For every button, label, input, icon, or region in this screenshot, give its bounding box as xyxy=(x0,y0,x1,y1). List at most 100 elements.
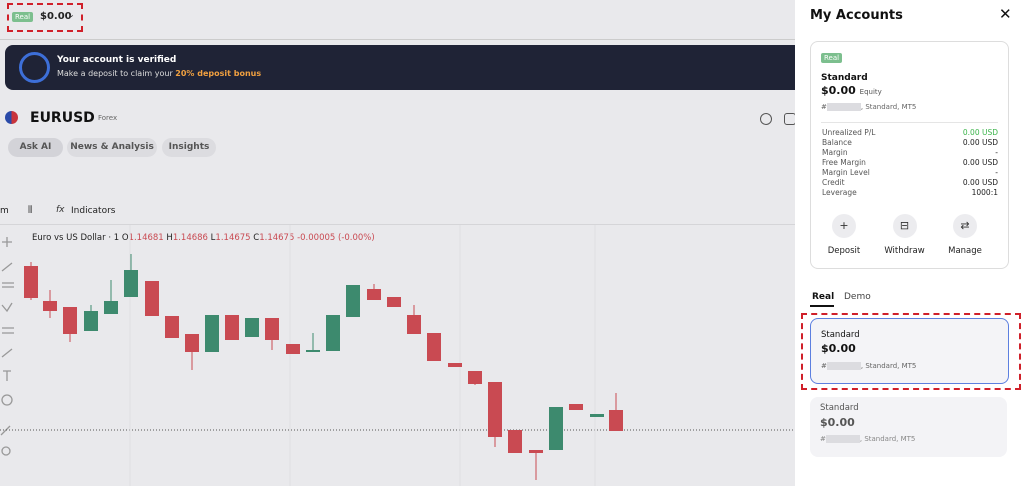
action-label[interactable]: Deposit xyxy=(827,246,861,256)
candle xyxy=(346,285,360,317)
stat-label: Credit xyxy=(822,178,845,187)
candle xyxy=(145,281,159,316)
candle xyxy=(104,301,118,314)
stat-label: Balance xyxy=(822,138,852,147)
candle xyxy=(508,430,522,453)
legend-label: O xyxy=(121,233,129,243)
highlight xyxy=(801,313,1021,390)
stat-value: 0.00 USD xyxy=(962,128,998,137)
amount-label: Equity xyxy=(859,88,882,96)
close-button[interactable]: ✕ xyxy=(999,5,1012,23)
stat-label: Leverage xyxy=(822,188,857,197)
candle xyxy=(529,450,543,453)
candle xyxy=(326,315,340,351)
stat-row: Free Margin 0.00 USD xyxy=(822,158,998,168)
bonus-link[interactable]: 20% deposit bonus xyxy=(175,69,262,78)
stat-row: Credit 0.00 USD xyxy=(822,178,998,188)
tab[interactable]: News & Analysis xyxy=(67,138,157,157)
id-suffix: , Standard, MT5 xyxy=(860,362,917,370)
action-label[interactable]: Manage xyxy=(948,246,982,256)
id-suffix: , Standard, MT5 xyxy=(860,103,917,111)
indicators[interactable]: Indicators xyxy=(71,206,116,216)
candle xyxy=(205,315,219,352)
candle xyxy=(265,318,279,340)
stat-row: Margin Level - xyxy=(822,168,998,178)
interval[interactable]: m xyxy=(0,206,9,216)
tab[interactable]: Insights xyxy=(162,138,216,157)
chart-canvas xyxy=(0,225,795,486)
account-badge[interactable]: Real xyxy=(12,12,34,22)
candle xyxy=(124,270,138,297)
candle xyxy=(84,311,98,331)
market: Forex xyxy=(98,114,118,122)
trading-area: Real $0.00 ⌄ Your account is verified Ma… xyxy=(0,3,795,486)
candle xyxy=(43,301,57,311)
candle xyxy=(165,316,179,338)
account-id: # , Standard, MT5 xyxy=(821,103,916,111)
accounts-panel: My Accounts ✕ Real Standard $0.00 Equity… xyxy=(795,0,1024,486)
candle xyxy=(407,315,421,334)
divider xyxy=(0,39,795,40)
id-suffix: , Standard, MT5 xyxy=(859,435,916,443)
candle xyxy=(448,363,462,367)
candle xyxy=(245,318,259,337)
fx-icon[interactable]: fx xyxy=(56,205,65,215)
legend-value: 1.14681 xyxy=(128,233,164,243)
divider xyxy=(821,122,998,123)
candle xyxy=(24,266,38,298)
highlight xyxy=(7,3,83,32)
settings-icon[interactable] xyxy=(784,113,795,125)
stat-row: Balance 0.00 USD xyxy=(822,138,998,148)
tab-underline xyxy=(810,305,834,307)
account-badge: Real xyxy=(821,53,843,63)
legend-label: L xyxy=(210,233,216,243)
action-button[interactable]: ⇄ xyxy=(953,214,977,238)
candle xyxy=(63,307,77,334)
tab-demo[interactable]: Demo xyxy=(844,292,871,302)
id-prefix: # xyxy=(820,435,826,443)
banner-text: Make a deposit to claim your 20% deposit… xyxy=(57,69,261,78)
tab-real[interactable]: Real xyxy=(812,292,835,302)
stat-value: - xyxy=(995,168,998,177)
action-label[interactable]: Withdraw xyxy=(884,246,925,256)
tab[interactable]: Ask AI xyxy=(8,138,63,157)
progress-ring xyxy=(19,52,50,83)
banner-text: Make a deposit to claim your xyxy=(57,69,173,78)
banner xyxy=(5,45,795,90)
candle xyxy=(549,407,563,450)
account-item[interactable]: Standard $0.00 # , Standard, MT5 xyxy=(810,397,1007,457)
candle xyxy=(387,297,401,307)
legend-label: C xyxy=(253,233,260,243)
account-amount: $0.00 xyxy=(821,342,856,355)
stat-value: 0.00 USD xyxy=(962,138,998,147)
chart-type-icon[interactable]: ⫴ xyxy=(28,205,33,216)
candle xyxy=(468,371,482,384)
balance[interactable]: $0.00 xyxy=(40,11,72,22)
stat-value: 0.00 USD xyxy=(962,178,998,187)
chevron[interactable]: ⌄ xyxy=(68,10,75,19)
candle xyxy=(609,410,623,431)
amount: $0.00 xyxy=(821,84,856,97)
id-prefix: # xyxy=(821,103,827,111)
banner-title: Your account is verified xyxy=(57,55,177,65)
legend-label: H xyxy=(166,233,173,243)
symbol: EURUSD xyxy=(30,110,95,126)
candle xyxy=(286,344,300,354)
candle xyxy=(569,404,583,410)
action-button[interactable]: ⊟ xyxy=(892,214,917,238)
account-item[interactable]: Standard $0.00 # , Standard, MT5 xyxy=(810,318,1009,384)
stat-label: Free Margin xyxy=(822,158,866,167)
legend-title: Euro vs US Dollar · 1 xyxy=(32,233,120,243)
candle xyxy=(488,382,502,437)
account-name: Standard xyxy=(821,73,868,83)
info-icon[interactable] xyxy=(760,113,772,125)
candle xyxy=(427,333,441,361)
account-amount: $0.00 Equity xyxy=(821,84,882,97)
action-button[interactable]: + xyxy=(832,214,856,238)
stat-row: Unrealized P/L 0.00 USD xyxy=(822,128,998,138)
stat-value: 0.00 USD xyxy=(962,158,998,167)
stat-label: Margin xyxy=(822,148,848,157)
flag xyxy=(5,111,18,124)
legend-value: 1.14675 xyxy=(215,233,251,243)
